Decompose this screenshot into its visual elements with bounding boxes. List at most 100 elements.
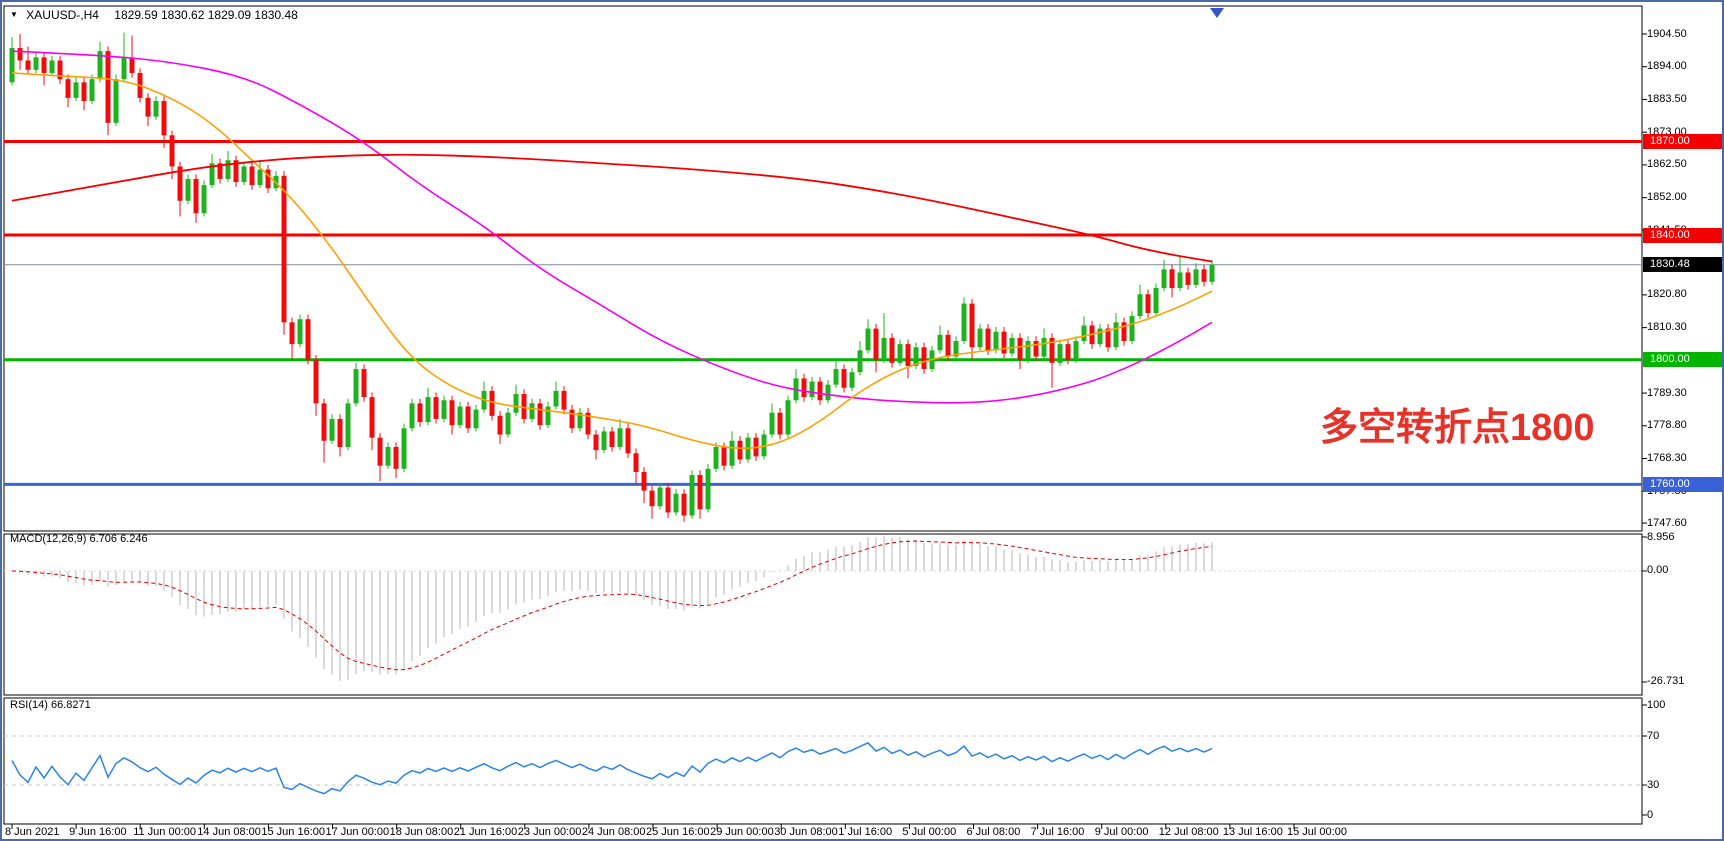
candle <box>49 60 55 73</box>
candle <box>945 334 951 357</box>
candle <box>1209 264 1215 282</box>
time-axis-label: 23 Jun 00:00 <box>517 826 582 838</box>
rsi-value: 66.8271 <box>50 699 91 711</box>
axis-ticks <box>11 33 1647 829</box>
time-axis-label: 18 Jun 08:00 <box>389 826 454 838</box>
candle <box>601 431 607 451</box>
scroll-to-end-icon[interactable] <box>1210 8 1224 18</box>
price-axis-label: 1883.50 <box>1647 92 1687 105</box>
candle <box>585 412 591 435</box>
candle <box>9 48 15 83</box>
candle <box>65 79 71 98</box>
candle <box>1073 341 1079 360</box>
candle <box>873 328 879 360</box>
price-axis-label: 1894.00 <box>1647 60 1687 73</box>
candle <box>633 453 639 472</box>
candle <box>569 409 575 429</box>
rsi-axis-label: 70 <box>1647 730 1660 742</box>
chart-annotation-text[interactable]: 多空转折点1800 <box>1320 407 1595 449</box>
candle <box>953 341 959 357</box>
candle <box>1105 328 1111 348</box>
rsi-line <box>11 742 1213 795</box>
candle <box>1049 337 1055 363</box>
candle <box>1129 316 1135 342</box>
candle <box>329 418 335 441</box>
candle <box>561 390 567 410</box>
candle <box>265 169 271 189</box>
candle <box>113 79 119 123</box>
price-level-badge: 1830.48 <box>1643 257 1722 273</box>
panel-frames <box>3 5 1643 825</box>
macd-indicator-label: MACD(12,26,9) 6.706 6.246 <box>10 533 148 545</box>
candle <box>937 334 943 351</box>
candle <box>825 384 831 401</box>
candle <box>121 57 127 80</box>
candle <box>857 350 863 373</box>
candle <box>241 166 247 183</box>
candle <box>225 160 231 179</box>
candle <box>153 101 159 117</box>
candle <box>1161 269 1167 289</box>
candle <box>81 82 87 102</box>
time-axis-label: 17 Jun 00:00 <box>325 826 390 838</box>
candle <box>705 468 711 510</box>
candle <box>89 79 95 102</box>
candle <box>177 166 183 201</box>
time-axis-label: 6 Jul 08:00 <box>966 826 1021 838</box>
candle <box>105 51 111 123</box>
candle <box>993 331 999 351</box>
time-axis-label: 7 Jul 16:00 <box>1030 826 1085 838</box>
macd-axis-label: -26.731 <box>1647 675 1685 687</box>
candle <box>1137 294 1143 317</box>
candle <box>809 381 815 398</box>
price-axis-label: 1852.00 <box>1647 191 1687 204</box>
candle <box>721 447 727 466</box>
candle <box>233 160 239 183</box>
time-axis-label: 11 Jun 00:00 <box>133 826 196 838</box>
candle <box>169 135 175 167</box>
candle <box>281 175 287 323</box>
candle <box>905 344 911 366</box>
symbol-dropdown-icon[interactable]: ▼ <box>10 10 18 19</box>
time-axis-label: 9 Jul 00:00 <box>1094 826 1149 838</box>
candle <box>377 437 383 466</box>
candle <box>713 447 719 469</box>
candle <box>209 163 215 186</box>
candle <box>817 381 823 401</box>
candle <box>673 493 679 513</box>
time-axis-label: 21 Jun 16:00 <box>453 826 518 838</box>
candle <box>401 428 407 469</box>
candle <box>313 359 319 404</box>
candle <box>217 163 223 179</box>
horizontal-level-lines[interactable] <box>4 140 1642 486</box>
candle <box>257 169 263 186</box>
candle <box>489 390 495 416</box>
candle <box>1025 341 1031 360</box>
macd-axis-label: 8.956 <box>1647 531 1675 543</box>
candle <box>417 403 423 423</box>
time-axis-label: 5 Jul 00:00 <box>902 826 957 838</box>
candle <box>1145 294 1151 313</box>
time-axis-label: 15 Jul 00:00 <box>1287 826 1347 838</box>
macd-name: MACD(12,26,9) <box>10 533 87 545</box>
candle <box>521 394 527 419</box>
rsi-indicator-label: RSI(14) 66.8271 <box>10 699 91 711</box>
candle <box>457 406 463 426</box>
candle <box>881 337 887 360</box>
time-axis-label: 15 Jun 16:00 <box>261 826 326 838</box>
rsi-axis-label: 0 <box>1647 809 1654 821</box>
candle <box>305 319 311 360</box>
candle <box>1057 344 1063 363</box>
price-level-badge: 1870.00 <box>1643 134 1722 150</box>
time-axis-label: 8 Jun 2021 <box>5 826 60 838</box>
candle <box>849 372 855 388</box>
time-axis-label: 29 Jun 00:00 <box>710 826 774 838</box>
candle <box>553 390 559 407</box>
candle <box>1113 322 1119 348</box>
candle <box>617 428 623 448</box>
candle <box>729 440 735 466</box>
ma-slow-red-line <box>11 153 1213 263</box>
candle <box>657 487 663 507</box>
candle <box>145 97 151 117</box>
